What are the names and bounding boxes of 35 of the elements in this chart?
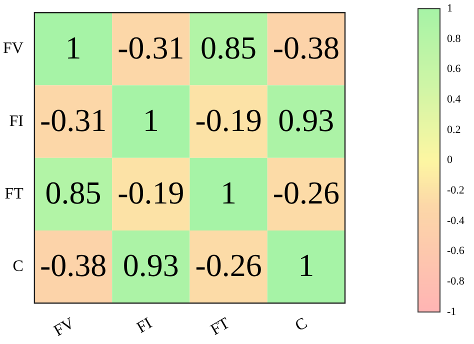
data-label: -0.26 [272,174,340,211]
x-tick-label: FT [208,314,233,339]
color-bar-label: 0.2 [447,124,461,136]
color-bar-label: -0.8 [447,276,465,288]
y-tick-label: FI [9,112,24,130]
data-label: 1 [298,247,314,284]
data-label: -0.38 [40,247,107,284]
data-label: -0.26 [195,247,262,284]
color-bar-label: -0.4 [447,214,465,227]
x-tick-label: FV [51,314,78,340]
data-label: -0.19 [118,174,184,211]
data-label: 1 [65,29,82,66]
color-bar-label: 0 [447,154,453,166]
color-bar-label: 0.8 [447,32,462,45]
color-bar-label: -1 [447,306,456,318]
x-tick-label: C [292,314,310,335]
data-label: 1 [142,102,159,138]
x-tick-label: FI [134,314,156,337]
color-bar-label: 0.4 [447,94,462,106]
data-label: -0.31 [118,29,184,66]
data-label: 1 [220,174,237,211]
data-label: 0.93 [122,247,179,284]
data-label: 0.85 [200,29,257,66]
y-tick-label: FV [3,40,24,58]
color-bar-label: -0.2 [447,184,464,197]
color-bar-label: 0.6 [447,63,462,76]
y-tick-label: FT [4,185,24,202]
color-bar-label: 1 [447,2,452,14]
data-label: 0.85 [45,174,102,211]
data-label: -0.38 [272,29,340,66]
data-label: 0.93 [278,102,334,138]
y-tick-label: C [12,258,24,276]
data-label: -0.19 [195,102,262,138]
color-bar-label: -0.6 [447,245,465,258]
data-label: -0.31 [40,102,107,138]
